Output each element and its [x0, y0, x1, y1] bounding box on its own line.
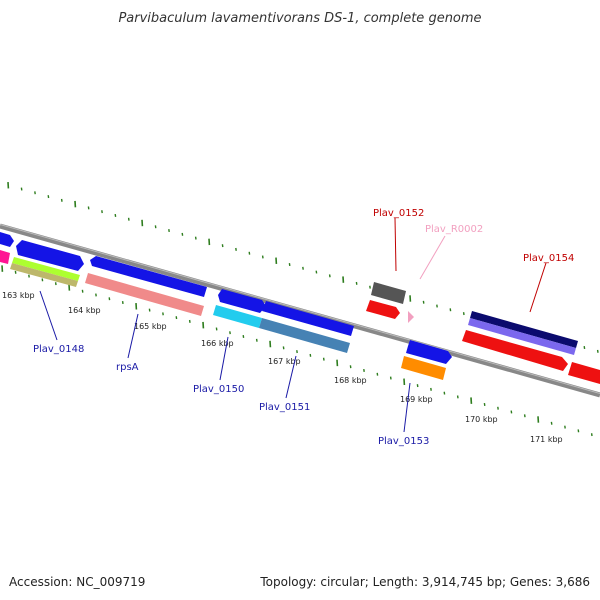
feature-cds-0148[interactable] [16, 240, 84, 271]
inner-ticks [1, 265, 593, 437]
leader-plav-r0002 [419, 235, 446, 280]
feature-rpsa[interactable] [85, 273, 204, 316]
leader-plav-0151 [285, 355, 297, 399]
feature-cds-0150[interactable] [218, 289, 266, 313]
feature-steel-0151[interactable] [259, 318, 350, 353]
leader-plav-0153 [403, 382, 411, 433]
gene-label-plav-0148[interactable]: Plav_0148 [33, 344, 84, 355]
gene-label-plav-0154[interactable]: Plav_0154 [523, 253, 574, 264]
gene-label-rpsa[interactable]: rpsA [116, 362, 139, 373]
leader-rpsa [127, 313, 139, 359]
feature-cds-0151[interactable] [262, 301, 354, 336]
gene-label-plav-0150[interactable]: Plav_0150 [193, 384, 244, 395]
tick-label: 165 kbp [134, 322, 167, 331]
leader-plav-0154 [529, 262, 547, 313]
genome-title: Parvibaculum lavamentivorans DS-1, compl… [118, 11, 481, 26]
feature-lime[interactable] [12, 257, 80, 281]
feature-red-0154[interactable] [462, 330, 568, 371]
leader-plav-0152 [394, 217, 397, 272]
backbone-line [0, 223, 600, 398]
leader-plav-0150 [219, 336, 229, 381]
tick-label: 164 kbp [68, 306, 101, 315]
backbone-line-highlight [0, 224, 600, 394]
feature-red-0152[interactable] [366, 300, 400, 319]
feature-red-right-edge[interactable] [568, 362, 600, 384]
feature-cds-0153[interactable] [406, 340, 452, 364]
tick-label: 166 kbp [201, 339, 234, 348]
tick-labels: 163 kbp 164 kbp 165 kbp 166 kbp 167 kbp … [2, 291, 563, 444]
feature-gray-0152[interactable] [371, 282, 406, 304]
feature-cyan-0150[interactable] [213, 305, 262, 328]
tick-label: 163 kbp [2, 291, 35, 300]
tick-label: 171 kbp [530, 435, 563, 444]
genome-summary-text: Topology: circular; Length: 3,914,745 bp… [259, 575, 590, 589]
feature-lavender-0154[interactable] [468, 318, 576, 355]
feature-cds-rpsa-upper[interactable] [90, 256, 207, 297]
gene-label-plav-0152[interactable]: Plav_0152 [373, 208, 424, 219]
feature-orange-0153[interactable] [401, 356, 446, 380]
accession-text: Accession: NC_009719 [9, 575, 145, 589]
gene-label-plav-r0002[interactable]: Plav_R0002 [425, 224, 483, 235]
gene-label-plav-0153[interactable]: Plav_0153 [378, 436, 429, 447]
features [0, 232, 600, 384]
tick-label: 167 kbp [268, 357, 301, 366]
gene-labels: Plav_0148 rpsA Plav_0150 Plav_0151 Plav_… [33, 208, 574, 447]
feature-magenta-left-edge[interactable] [0, 250, 10, 264]
genome-track: 163 kbp 164 kbp 165 kbp 166 kbp 167 kbp … [0, 182, 600, 447]
feature-cds-left-edge[interactable] [0, 232, 14, 247]
tick-label: 170 kbp [465, 415, 498, 424]
feature-khaki[interactable] [10, 263, 78, 287]
label-leaders [39, 217, 547, 433]
tick-label: 168 kbp [334, 376, 367, 385]
leader-plav-0148 [39, 290, 58, 341]
feature-navy-0154[interactable] [470, 311, 578, 348]
tick-label: 169 kbp [400, 395, 433, 404]
feature-pink-r0002[interactable] [408, 311, 414, 323]
gene-label-plav-0151[interactable]: Plav_0151 [259, 402, 310, 413]
